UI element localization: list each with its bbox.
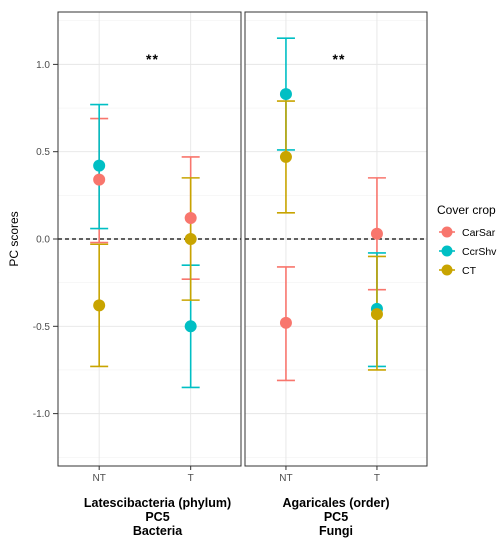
x-tick-label: NT (93, 473, 106, 484)
legend: Cover crop CarSar CcrShv CT (437, 203, 497, 277)
significance-label: ** (333, 51, 346, 67)
legend-label: CarSar (462, 227, 496, 239)
y-tick-label: -1.0 (33, 409, 51, 420)
y-tick-label: 0.0 (36, 235, 50, 246)
legend-label: CcrShv (462, 246, 497, 258)
significance-label: ** (146, 51, 159, 67)
data-point-ct (370, 308, 383, 321)
facet-caption-line: PC5 (145, 510, 169, 524)
facet-caption-line: Latescibacteria (phylum) (84, 496, 231, 510)
y-tick-label: 1.0 (36, 60, 50, 71)
data-point-ccrshv (279, 88, 292, 101)
data-point-carsar (93, 173, 106, 186)
data-point-ccrshv (93, 159, 106, 172)
facet-caption-line: PC5 (324, 510, 348, 524)
facet-caption-line: Agaricales (order) (283, 496, 390, 510)
x-tick-label: T (188, 473, 194, 484)
legend-label: CT (462, 265, 477, 277)
data-point-carsar (370, 227, 383, 240)
data-point-ccrshv (184, 320, 197, 333)
data-point-carsar (279, 316, 292, 329)
legend-key-carsar (441, 226, 453, 238)
x-tick-label: T (374, 473, 380, 484)
legend-key-ct (441, 264, 453, 276)
panel-border (57, 11, 242, 467)
data-point-ct (279, 150, 292, 163)
y-axis-title: PC scores (7, 211, 21, 266)
facet-caption-line: Fungi (319, 524, 353, 538)
panel-border (244, 11, 428, 467)
y-tick-label: 0.5 (36, 147, 50, 158)
facet-caption-line: Bacteria (133, 524, 183, 538)
data-point-carsar (184, 212, 197, 225)
data-point-ct (93, 299, 106, 312)
data-point-ct (184, 233, 197, 245)
x-tick-label: NT (279, 473, 292, 484)
legend-title: Cover crop (437, 203, 496, 217)
y-tick-label: -0.5 (33, 322, 51, 333)
legend-key-ccrshv (441, 245, 453, 257)
